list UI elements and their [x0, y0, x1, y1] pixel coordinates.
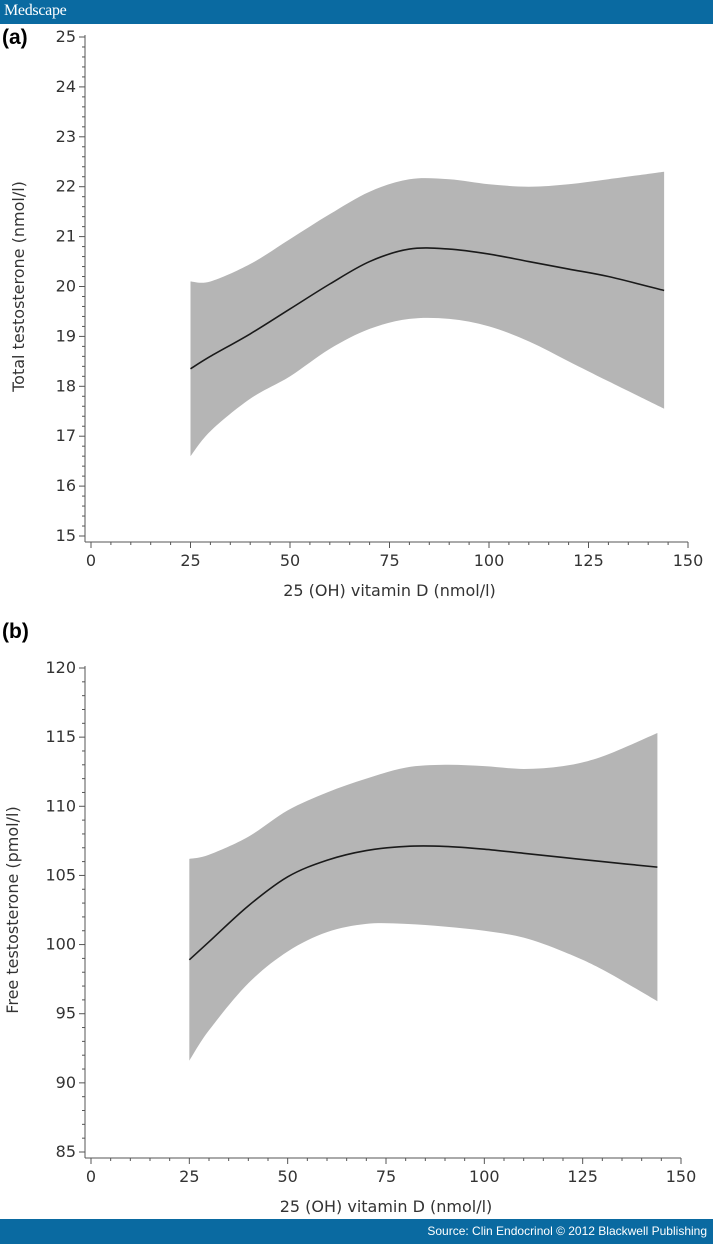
footer-bar: Source: Clin Endocrinol © 2012 Blackwell… — [0, 1219, 713, 1244]
x-axis-title: 25 (OH) vitamin D (nmol/l) — [280, 1197, 493, 1216]
total-testosterone-chart: 15 16 17 18 19 20 21 22 23 24 25 0 25 50 75 100 125 150 25… — [9, 27, 704, 600]
y-tick-label: 25 — [56, 27, 76, 46]
confidence-band — [189, 732, 658, 1061]
x-tick-label: 25 — [180, 551, 200, 570]
y-tick-label: 105 — [45, 865, 76, 884]
x-tick-label: 100 — [469, 1167, 500, 1186]
y-axis-title: Total testosterone (nmol/l) — [9, 181, 28, 393]
y-tick-label: 16 — [56, 476, 76, 495]
source-credit: Source: Clin Endocrinol © 2012 Blackwell… — [427, 1224, 707, 1238]
y-tick-label: 110 — [45, 796, 76, 815]
estimate-line — [188, 845, 658, 961]
y-tick-label: 23 — [56, 127, 76, 146]
medscape-logo: Medscape — [4, 2, 67, 19]
y-tick-label: 90 — [56, 1073, 76, 1092]
y-tick-label: 22 — [56, 177, 76, 196]
y-tick-label: 19 — [56, 326, 76, 345]
x-tick-label: 100 — [474, 551, 505, 570]
x-axis-title: 25 (OH) vitamin D (nmol/l) — [283, 581, 496, 600]
y-tick-label: 100 — [45, 935, 76, 954]
confidence-band — [190, 171, 665, 457]
x-tick-label: 0 — [86, 1167, 96, 1186]
y-tick-label: 15 — [56, 526, 76, 545]
y-tick-label: 24 — [56, 77, 76, 96]
estimate-line — [190, 247, 665, 370]
y-tick-label: 21 — [56, 227, 76, 246]
x-tick-label: 125 — [573, 551, 604, 570]
free-testosterone-chart: 85 90 95 100 105 110 115 120 0 25 50 75 100 125 150 25 … — [3, 658, 697, 1216]
y-tick-label: 120 — [45, 658, 76, 677]
y-tick-label: 17 — [56, 426, 76, 445]
y-tick-label: 95 — [56, 1004, 76, 1023]
y-tick-label: 18 — [56, 376, 76, 395]
x-tick-label: 0 — [86, 551, 96, 570]
x-tick-label: 75 — [379, 551, 399, 570]
x-tick-label: 75 — [376, 1167, 396, 1186]
header-bar: Medscape — [0, 0, 713, 24]
x-tick-label: 50 — [280, 551, 300, 570]
x-tick-label: 50 — [277, 1167, 297, 1186]
panel-b-label: (b) — [2, 620, 29, 643]
y-axis-title: Free testosterone (pmol/l) — [3, 806, 22, 1013]
y-tick-label: 85 — [56, 1142, 76, 1161]
x-tick-label: 150 — [673, 551, 704, 570]
x-tick-label: 125 — [567, 1167, 598, 1186]
x-tick-label: 150 — [666, 1167, 697, 1186]
x-tick-label: 25 — [179, 1167, 199, 1186]
y-tick-label: 20 — [56, 277, 76, 296]
y-tick-label: 115 — [45, 727, 76, 746]
panel-a-label: (a) — [2, 26, 28, 49]
